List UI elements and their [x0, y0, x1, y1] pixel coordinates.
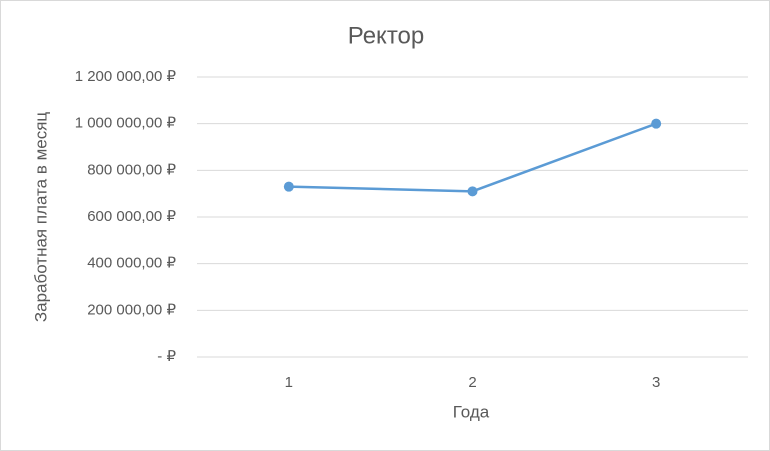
y-tick-label: - ₽ [157, 348, 176, 365]
data-point [467, 186, 478, 197]
x-tick-label: 1 [285, 374, 293, 391]
data-point [651, 118, 662, 129]
y-tick-label: 600 000,00 ₽ [87, 208, 176, 225]
y-tick-label: 400 000,00 ₽ [87, 255, 176, 272]
y-tick-label: 200 000,00 ₽ [87, 301, 176, 318]
x-tick-label: 2 [468, 374, 476, 391]
y-axis-label: Заработная плата в месяц [31, 112, 50, 323]
y-tick-label: 1 200 000,00 ₽ [75, 68, 177, 85]
chart-title: Ректор [348, 22, 425, 49]
y-tick-label: 800 000,00 ₽ [87, 161, 176, 178]
data-point [283, 181, 294, 192]
y-tick-label: 1 000 000,00 ₽ [75, 115, 177, 132]
x-axis-label: Года [453, 402, 490, 421]
x-tick-label: 3 [652, 374, 660, 391]
